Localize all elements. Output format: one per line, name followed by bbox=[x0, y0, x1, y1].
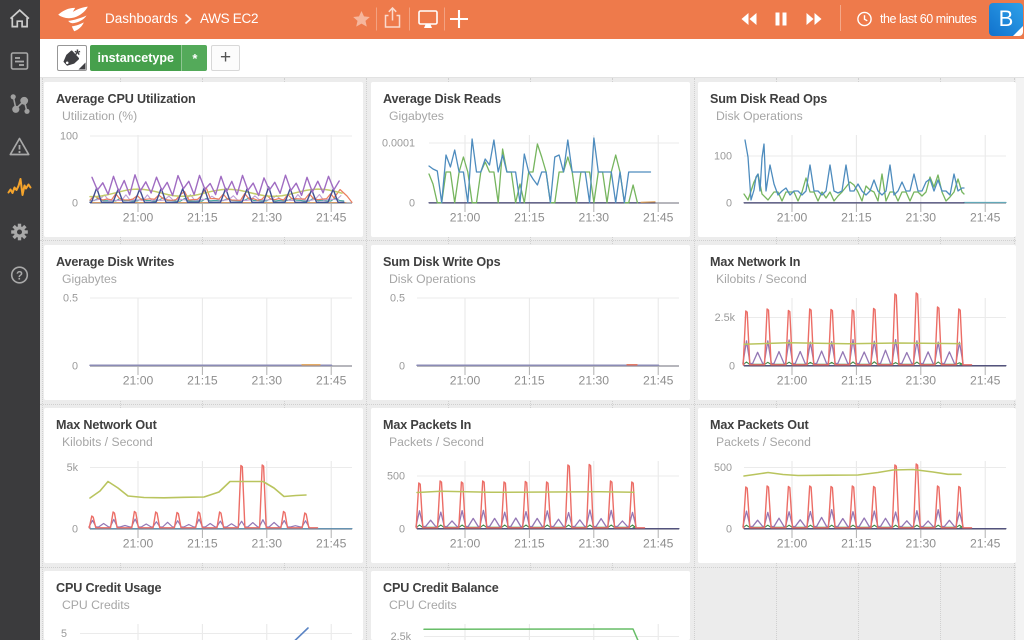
svg-text:21:30: 21:30 bbox=[252, 211, 283, 225]
svg-text:100: 100 bbox=[60, 131, 78, 143]
svg-text:21:00: 21:00 bbox=[123, 374, 154, 388]
svg-text:21:15: 21:15 bbox=[841, 211, 872, 225]
svg-text:21:15: 21:15 bbox=[841, 537, 872, 551]
svg-text:500: 500 bbox=[714, 462, 732, 474]
svg-text:21:45: 21:45 bbox=[643, 374, 674, 388]
svg-text:2.5k: 2.5k bbox=[715, 312, 736, 324]
svg-text:21:30: 21:30 bbox=[906, 211, 937, 225]
svg-text:21:15: 21:15 bbox=[187, 374, 218, 388]
svg-text:0: 0 bbox=[72, 361, 78, 373]
svg-text:21:45: 21:45 bbox=[316, 537, 347, 551]
svg-text:5k: 5k bbox=[67, 462, 79, 474]
svg-text:21:00: 21:00 bbox=[450, 374, 481, 388]
svg-text:100: 100 bbox=[714, 151, 732, 163]
svg-text:21:30: 21:30 bbox=[252, 537, 283, 551]
svg-text:21:45: 21:45 bbox=[316, 211, 347, 225]
svg-text:21:30: 21:30 bbox=[906, 374, 937, 388]
svg-text:21:15: 21:15 bbox=[514, 374, 545, 388]
svg-text:21:30: 21:30 bbox=[579, 211, 610, 225]
svg-text:21:00: 21:00 bbox=[450, 537, 481, 551]
svg-text:0: 0 bbox=[399, 524, 405, 536]
svg-text:21:15: 21:15 bbox=[187, 537, 218, 551]
svg-text:21:45: 21:45 bbox=[970, 537, 1001, 551]
svg-text:0: 0 bbox=[399, 361, 405, 373]
svg-text:0: 0 bbox=[729, 361, 735, 373]
svg-text:21:00: 21:00 bbox=[450, 211, 481, 225]
svg-text:21:15: 21:15 bbox=[841, 374, 872, 388]
svg-text:21:45: 21:45 bbox=[970, 374, 1001, 388]
svg-text:500: 500 bbox=[387, 471, 405, 483]
svg-text:21:15: 21:15 bbox=[514, 211, 545, 225]
svg-text:21:30: 21:30 bbox=[906, 537, 937, 551]
svg-text:21:30: 21:30 bbox=[579, 374, 610, 388]
svg-text:0: 0 bbox=[72, 524, 78, 536]
svg-text:21:00: 21:00 bbox=[777, 537, 808, 551]
svg-text:0: 0 bbox=[726, 524, 732, 536]
svg-text:21:15: 21:15 bbox=[514, 537, 545, 551]
svg-text:21:00: 21:00 bbox=[123, 211, 154, 225]
svg-text:?: ? bbox=[16, 270, 23, 282]
svg-text:5: 5 bbox=[61, 628, 67, 640]
svg-text:0.5: 0.5 bbox=[63, 293, 78, 305]
svg-text:2.5k: 2.5k bbox=[391, 631, 412, 640]
svg-text:21:45: 21:45 bbox=[643, 537, 674, 551]
svg-text:0: 0 bbox=[726, 198, 732, 210]
svg-text:21:30: 21:30 bbox=[579, 537, 610, 551]
svg-text:*: * bbox=[75, 47, 81, 64]
svg-text:0.0001: 0.0001 bbox=[382, 138, 415, 150]
svg-text:21:45: 21:45 bbox=[643, 211, 674, 225]
svg-text:21:45: 21:45 bbox=[316, 374, 347, 388]
svg-text:21:00: 21:00 bbox=[777, 374, 808, 388]
svg-text:21:00: 21:00 bbox=[777, 211, 808, 225]
svg-text:0: 0 bbox=[409, 198, 415, 210]
svg-text:21:45: 21:45 bbox=[970, 211, 1001, 225]
svg-text:0.5: 0.5 bbox=[390, 293, 405, 305]
svg-text:21:30: 21:30 bbox=[252, 374, 283, 388]
svg-text:21:00: 21:00 bbox=[123, 537, 154, 551]
svg-text:0: 0 bbox=[72, 198, 78, 210]
svg-text:21:15: 21:15 bbox=[187, 211, 218, 225]
